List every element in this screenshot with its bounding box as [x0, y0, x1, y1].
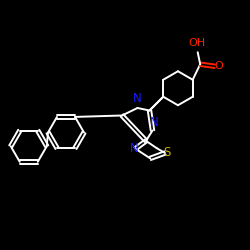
Text: N: N: [133, 92, 142, 105]
Text: OH: OH: [188, 38, 205, 48]
Text: N: N: [130, 142, 138, 155]
Text: S: S: [163, 146, 171, 160]
Text: N: N: [150, 116, 159, 128]
Text: O: O: [215, 61, 224, 71]
